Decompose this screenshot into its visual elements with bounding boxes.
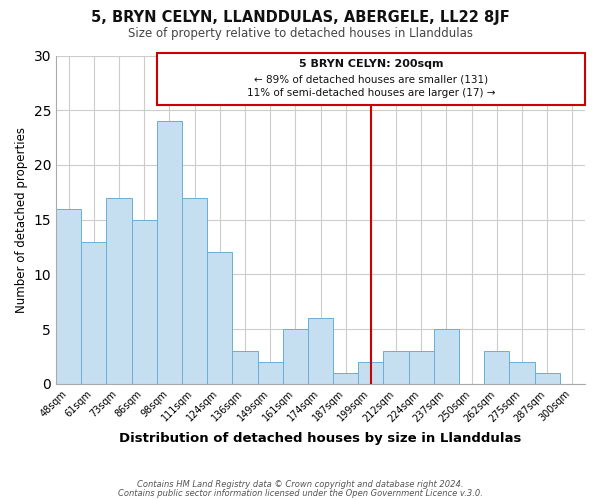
Bar [509,362,535,384]
Bar [257,362,283,384]
Text: Size of property relative to detached houses in Llanddulas: Size of property relative to detached ho… [128,28,473,40]
X-axis label: Distribution of detached houses by size in Llanddulas: Distribution of detached houses by size … [119,432,522,445]
Bar [333,373,358,384]
Bar [383,351,409,384]
Bar [131,220,157,384]
Bar [535,373,560,384]
Bar [157,121,182,384]
Bar [81,242,106,384]
Y-axis label: Number of detached properties: Number of detached properties [15,126,28,312]
Bar [182,198,207,384]
Text: 5 BRYN CELYN: 200sqm: 5 BRYN CELYN: 200sqm [299,59,443,69]
Text: 11% of semi-detached houses are larger (17) →: 11% of semi-detached houses are larger (… [247,88,495,99]
Bar [358,362,383,384]
Text: Contains public sector information licensed under the Open Government Licence v.: Contains public sector information licen… [118,488,482,498]
Text: Contains HM Land Registry data © Crown copyright and database right 2024.: Contains HM Land Registry data © Crown c… [137,480,463,489]
Bar [484,351,509,384]
Bar [232,351,257,384]
Bar [409,351,434,384]
Bar [56,208,81,384]
Bar [434,329,459,384]
FancyBboxPatch shape [157,54,585,104]
Bar [283,329,308,384]
Text: ← 89% of detached houses are smaller (131): ← 89% of detached houses are smaller (13… [254,74,488,84]
Text: 5, BRYN CELYN, LLANDDULAS, ABERGELE, LL22 8JF: 5, BRYN CELYN, LLANDDULAS, ABERGELE, LL2… [91,10,509,25]
Bar [106,198,131,384]
Bar [308,318,333,384]
Bar [207,252,232,384]
